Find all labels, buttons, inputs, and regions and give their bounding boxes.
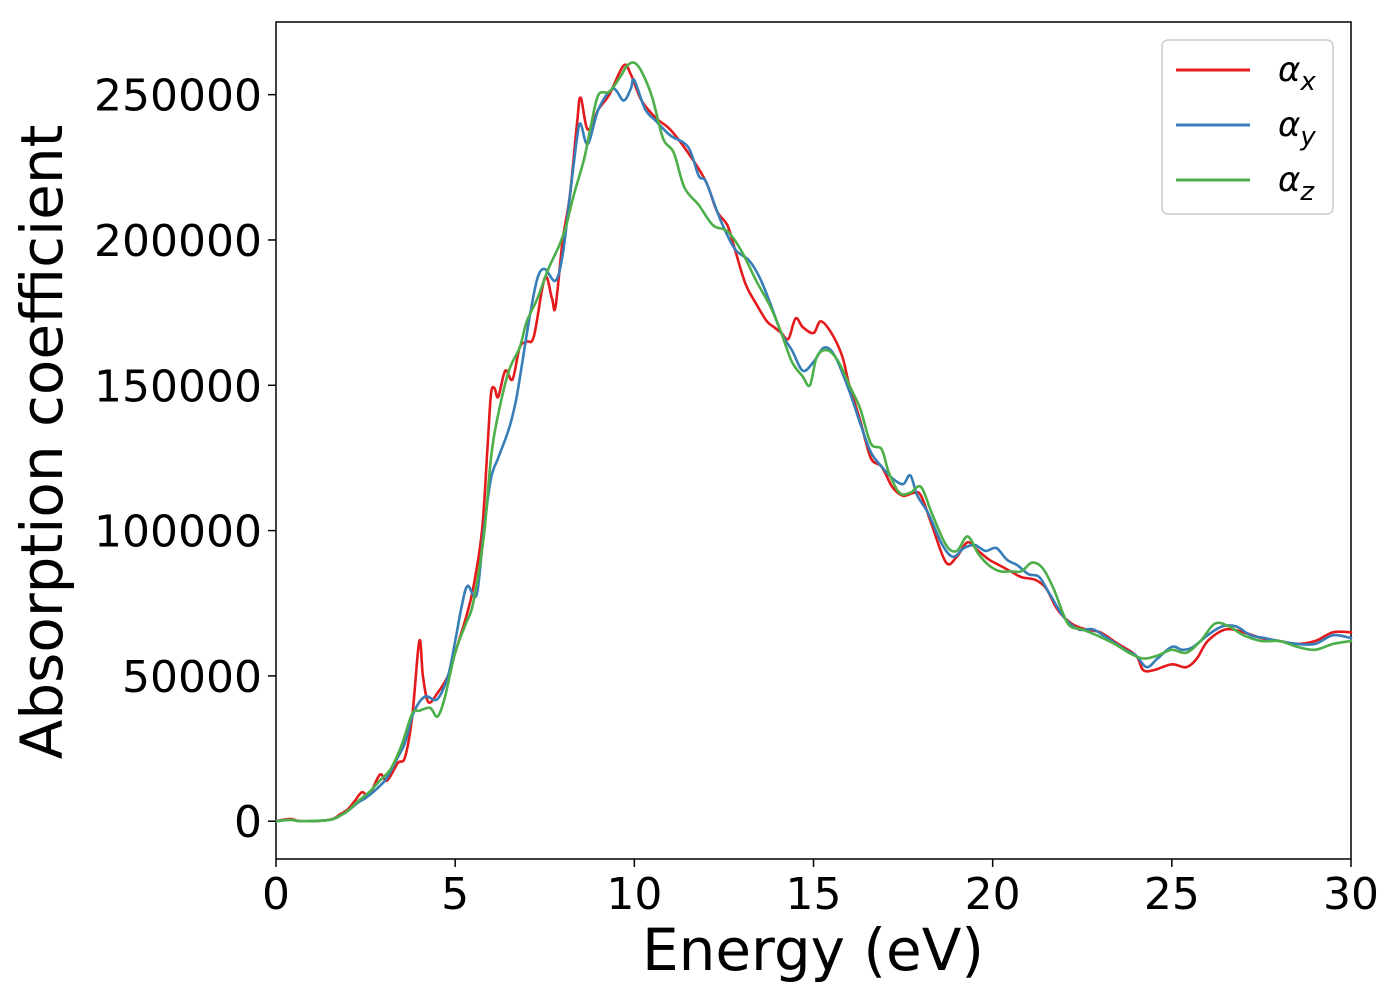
- x-tick-label: 0: [262, 869, 290, 920]
- x-tick-label: 10: [606, 869, 662, 920]
- y-tick-label: 100000: [94, 507, 262, 558]
- legend-label-alpha-x: αx: [1278, 50, 1316, 97]
- x-tick-label: 5: [441, 869, 469, 920]
- y-axis-title: Absorption coefficient: [8, 125, 76, 760]
- series-layer: [274, 61, 1353, 823]
- legend-symbol: α: [1278, 160, 1300, 200]
- x-tick-label: 20: [965, 869, 1021, 920]
- x-tick-label: 25: [1144, 869, 1200, 920]
- x-tick-label: 30: [1323, 869, 1379, 920]
- legend-label-alpha-z: αz: [1278, 160, 1315, 207]
- y-ticks: 0 50000 100000 150000 200000 250000: [94, 71, 276, 848]
- y-tick-label: 50000: [122, 652, 262, 703]
- x-axis-title: Energy (eV): [642, 916, 984, 984]
- series-line-alpha-z: [274, 61, 1353, 823]
- legend-symbol: α: [1278, 105, 1300, 145]
- y-tick-label: 250000: [94, 71, 262, 122]
- legend-subscript: y: [1299, 122, 1316, 152]
- legend-box: [1161, 39, 1334, 215]
- y-tick-label: 0: [234, 797, 262, 848]
- x-tick-label: 15: [786, 869, 842, 920]
- legend-symbol: α: [1278, 50, 1300, 90]
- y-tick-label: 150000: [94, 361, 262, 412]
- x-ticks: 0 5 10 15 20 25 30: [262, 859, 1379, 920]
- legend-subscript: x: [1299, 67, 1316, 97]
- y-tick-label: 200000: [94, 216, 262, 267]
- legend-label-alpha-y: αy: [1278, 105, 1316, 152]
- legend-subscript: z: [1299, 177, 1315, 207]
